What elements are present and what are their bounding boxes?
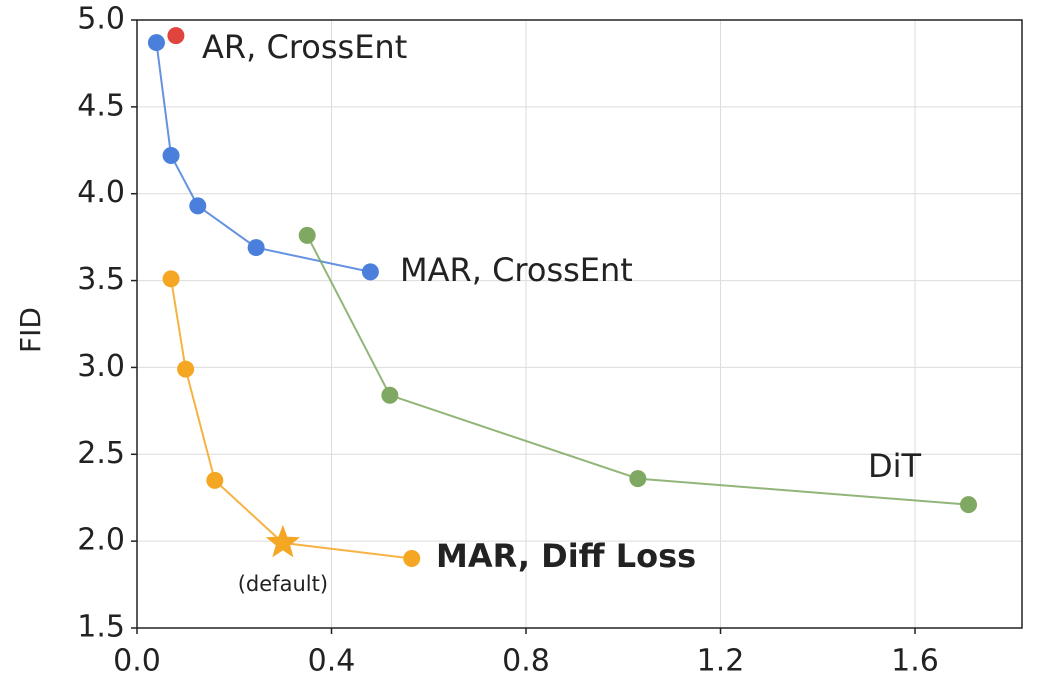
annotation: (default) (238, 572, 328, 596)
series-label: DiT (868, 447, 922, 485)
x-tick-label: 1.2 (697, 644, 745, 679)
point (381, 386, 399, 404)
series-line (306, 234, 969, 506)
point (162, 146, 180, 164)
series-label: MAR, Diff Loss (436, 537, 696, 575)
y-axis-label: FID (14, 307, 47, 353)
plot-frame (136, 19, 1023, 629)
point (177, 360, 195, 378)
point (247, 239, 265, 257)
y-tick-label: 5.0 (77, 2, 125, 37)
x-tick-label: 0.8 (502, 644, 550, 679)
point (361, 263, 379, 281)
point (162, 270, 180, 288)
y-tick-label: 3.5 (77, 262, 125, 297)
point (298, 226, 316, 244)
point (960, 496, 978, 514)
x-tick-label: 0.0 (113, 644, 161, 679)
point (189, 197, 207, 215)
point (147, 34, 165, 52)
x-tick-label: 0.4 (308, 644, 356, 679)
point (167, 27, 185, 45)
series-label: AR, CrossEnt (202, 28, 407, 66)
y-tick-label: 3.0 (77, 349, 125, 384)
y-tick-label: 4.0 (77, 175, 125, 210)
series-line (170, 278, 412, 560)
series-line (155, 42, 371, 273)
point (206, 471, 224, 489)
y-tick-label: 2.5 (77, 436, 125, 471)
y-tick-label: 2.0 (77, 523, 125, 558)
star-marker (265, 524, 300, 558)
y-tick-label: 4.5 (77, 88, 125, 123)
point (403, 550, 421, 568)
point (629, 470, 647, 488)
y-tick-label: 1.5 (77, 610, 125, 645)
series-label: MAR, CrossEnt (400, 251, 633, 289)
x-tick-label: 1.6 (891, 644, 939, 679)
